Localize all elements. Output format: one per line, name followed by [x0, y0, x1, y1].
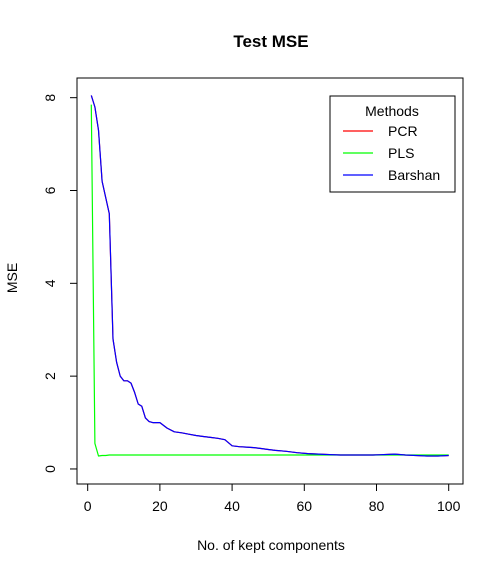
x-axis: 0 20 40 60 80 100	[84, 484, 461, 514]
y-tick-label: 8	[42, 94, 58, 102]
y-axis: 0 2 4 6 8	[42, 94, 77, 473]
x-tick-label: 20	[152, 498, 168, 514]
chart-title: Test MSE	[233, 32, 308, 51]
y-tick-label: 2	[42, 372, 58, 380]
y-axis-label: MSE	[4, 263, 20, 293]
x-tick-label: 0	[84, 498, 92, 514]
legend-label-pcr: PCR	[388, 123, 418, 139]
legend-title: Methods	[365, 103, 419, 119]
y-tick-label: 6	[42, 186, 58, 194]
x-tick-label: 40	[224, 498, 240, 514]
y-tick-label: 4	[42, 279, 58, 287]
legend-label-pls: PLS	[388, 145, 414, 161]
y-tick-label: 0	[42, 465, 58, 473]
x-tick-label: 60	[297, 498, 313, 514]
x-tick-label: 100	[437, 498, 461, 514]
legend-label-barshan: Barshan	[388, 167, 440, 183]
legend: Methods PCR PLS Barshan	[330, 96, 455, 192]
x-tick-label: 80	[369, 498, 385, 514]
x-axis-label: No. of kept components	[197, 537, 345, 553]
